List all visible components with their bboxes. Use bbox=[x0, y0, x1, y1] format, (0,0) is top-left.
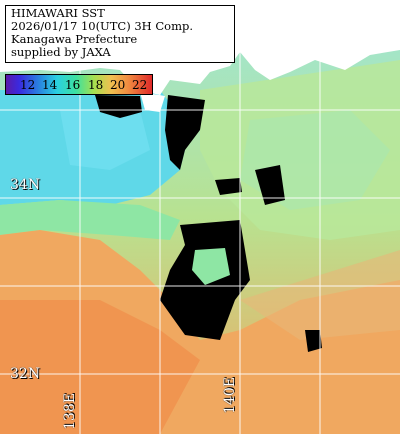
info-title: HIMAWARI SST bbox=[11, 6, 105, 20]
legend-tick: 20 bbox=[110, 78, 126, 92]
lat-label-34n: 34N bbox=[10, 177, 41, 193]
legend-tick: 22 bbox=[132, 78, 148, 92]
legend-tick: 16 bbox=[65, 78, 81, 92]
lon-label-140e: 140E bbox=[222, 377, 238, 414]
mid-water-band bbox=[0, 200, 180, 240]
cloud-1 bbox=[165, 95, 205, 170]
info-source: supplied by JAXA bbox=[11, 45, 111, 59]
info-timestamp: 2026/01/17 10(UTC) 3H Comp. bbox=[11, 19, 194, 33]
cloud-4 bbox=[255, 165, 285, 205]
info-region: Kanagawa Prefecture bbox=[11, 32, 138, 46]
legend-tick: 12 bbox=[20, 78, 36, 92]
lon-label-138e: 138E bbox=[62, 393, 78, 430]
legend-tick: 18 bbox=[88, 78, 104, 92]
info-box: HIMAWARI SST 2026/01/17 10(UTC) 3H Comp.… bbox=[5, 5, 235, 63]
legend-tick: 14 bbox=[42, 78, 58, 92]
color-legend: 12 14 16 18 20 22 bbox=[5, 74, 153, 95]
lat-label-32n: 32N bbox=[10, 366, 41, 382]
cloud-2 bbox=[95, 95, 142, 118]
